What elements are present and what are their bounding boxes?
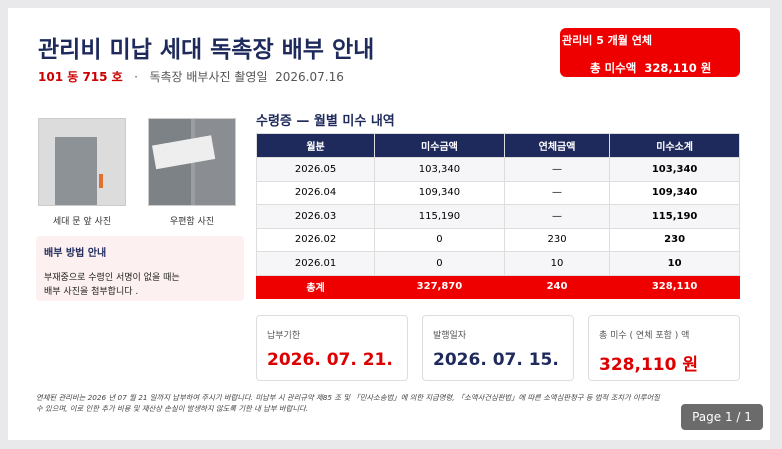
summary-card: 납부기한 2026. 07. 21. [256,315,408,381]
table-row: 2026.01 0 10 10 [255,251,740,276]
table-cell: 2026.01 [255,251,376,276]
table-cell: 109,340 [609,180,740,205]
card-label: 납부기한 [267,331,301,341]
column-header: 미수금액 [374,133,505,158]
table-cell: — [503,180,611,205]
column-header: 월분 [255,133,376,158]
guide-box: 배부 방법 안내 부재중으로 수령인 서명이 없을 때는 배부 사진을 첨부합니… [36,236,244,301]
footer-line: 수 있으며, 이로 인한 추가 비용 및 재산상 손실이 발생하지 않도록 기한… [36,404,309,413]
alert-box: 관리비 5 개월 연체 총 미수액 328,110 원 [560,28,740,77]
table-cell: 2026.03 [255,204,376,229]
table-row: 2026.05 103,340—103,340 [255,157,740,182]
photo-caption: 세대 문 앞 사진 [52,217,112,227]
unit: 101 동 715 호 [38,70,123,84]
photo-date: 2026.07.16 [275,70,344,84]
table-cell: 115,190 [609,204,740,229]
separator: · [134,70,138,84]
alert-amount: 328,110 원 [644,61,712,75]
total-row: 총계 327,870 240 328,110 [255,274,740,299]
alert-label: 총 미수액 [590,61,637,75]
table-cell: — [503,204,611,229]
table-row: 2026.02 0 230 230 [255,227,740,252]
document-page: 관리비 미납 세대 독촉장 배부 안내 101 동 715 호 · 독촉장 배부… [8,8,770,440]
table-cell: 230 [503,227,611,252]
summary-card: 발행일자 2026. 07. 15. [422,315,574,381]
door-photo [38,118,126,206]
table-cell: 103,340 [609,157,740,182]
table-cell: 0 [374,251,505,276]
guide-line: 배부 사진을 첨부합니다 . [44,287,139,297]
mailbox-photo [148,118,236,206]
arrears-table: 월분 미수금액 연체금액 미수소계 2026.05 103,340—103,340 2026… [255,133,740,299]
table-cell: 103,340 [374,157,505,182]
table-cell: 109,340 [374,180,505,205]
table-wrap: 월분 미수금액 연체금액 미수소계 2026.05 103,340—103,340 2026… [255,133,740,299]
card-value: 328,110 원 [599,355,698,375]
summary-card: 총 미수 ( 연체 포함 ) 액 328,110 원 [588,315,740,381]
total-cell: 327,870 [374,274,505,299]
guide-title: 배부 방법 안내 [44,248,107,259]
photo-image [39,119,125,205]
total-cell: 240 [503,274,611,299]
subtitle: 101 동 715 호 · 독촉장 배부사진 촬영일 2026.07.16 [38,68,344,85]
footer-note: 연체된 관리비는 2026 년 07 월 21 일까지 납부하여 주시기 바랍니… [36,392,660,414]
column-header: 미수소계 [609,133,740,158]
total-cell: 328,110 [609,274,740,299]
table-cell: 2026.05 [255,157,376,182]
table-cell: — [503,157,611,182]
guide-line: 부재중으로 수령인 서명이 없을 때는 [44,273,180,283]
column-header: 연체금액 [503,133,611,158]
table-cell: 0 [374,227,505,252]
header-row: 월분 미수금액 연체금액 미수소계 [255,133,740,158]
table-cell: 2026.04 [255,180,376,205]
table-cell: 2026.02 [255,227,376,252]
page-indicator: Page 1 / 1 [681,404,763,430]
alert-line: 관리비 5 개월 연체 [562,34,652,47]
table-row: 2026.04 109,340—109,340 [255,180,740,205]
card-label: 총 미수 ( 연체 포함 ) 액 [599,331,690,341]
table-cell: 115,190 [374,204,505,229]
card-value: 2026. 07. 21. [267,350,393,370]
alert-total: 총 미수액 328,110 원 [590,60,711,76]
table-title: 수령증 — 월별 미수 내역 [256,114,395,129]
table-cell: 230 [609,227,740,252]
table-cell: 10 [609,251,740,276]
photo-image [149,119,235,205]
table-row: 2026.03 115,190—115,190 [255,204,740,229]
table-cell: 10 [503,251,611,276]
total-cell: 총계 [255,274,376,299]
title: 관리비 미납 세대 독촉장 배부 안내 [38,37,375,63]
photo-date-label: 독촉장 배부사진 촬영일 [149,70,268,84]
card-label: 발행일자 [433,331,467,341]
card-value: 2026. 07. 15. [433,350,559,370]
footer-line: 연체된 관리비는 2026 년 07 월 21 일까지 납부하여 주시기 바랍니… [36,393,660,402]
photo-caption: 우편함 사진 [169,217,215,227]
